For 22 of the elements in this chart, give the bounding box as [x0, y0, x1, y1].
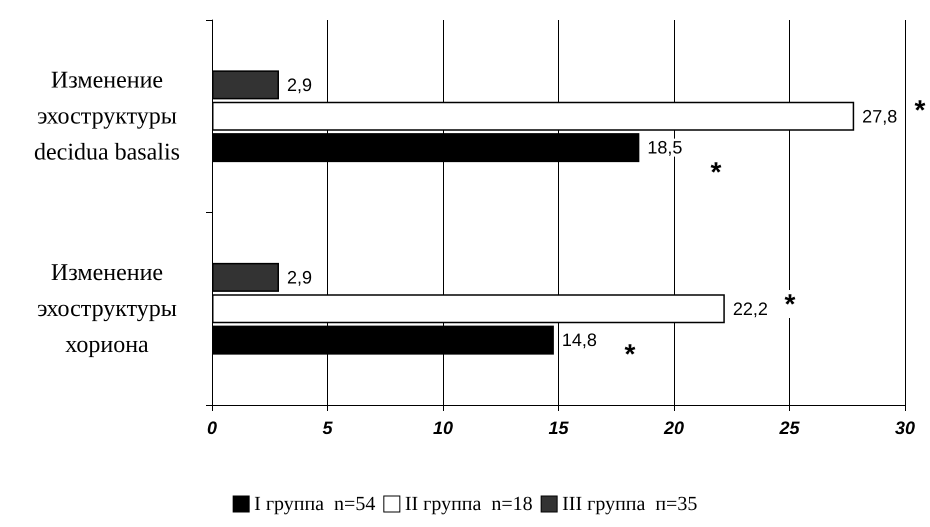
annotation: * — [784, 288, 796, 320]
text: * — [914, 94, 926, 126]
data-label: 2,9 — [286, 74, 312, 95]
x-tick-label: 30 — [894, 418, 916, 438]
x-tick-label: 20 — [662, 418, 684, 438]
y-tick-label: Изменение эхоструктуры decidua basalis — [34, 67, 180, 166]
data-label: 27,8 — [862, 106, 898, 126]
x-tick-label: 25 — [778, 418, 800, 438]
data-label: 22,2 — [732, 298, 768, 319]
data-label: 2,9 — [286, 267, 312, 288]
x-tick-label: 0 — [206, 418, 218, 438]
x-tick-label: 5 — [322, 418, 334, 438]
annotation: * — [710, 156, 722, 188]
legend-label: I группа n=54 — [254, 493, 376, 515]
legend-label: II группа n=18 — [404, 493, 533, 515]
data-label: 14,8 — [562, 330, 597, 350]
data-label: 18,5 — [647, 138, 682, 158]
y-tick-label: Изменение эхоструктуры хориона — [37, 260, 177, 358]
legend-label: III группа п=35 — [562, 493, 698, 515]
x-tick-label: 15 — [548, 418, 570, 438]
annotation: * — [624, 338, 636, 370]
x-tick-label: 10 — [432, 418, 454, 438]
